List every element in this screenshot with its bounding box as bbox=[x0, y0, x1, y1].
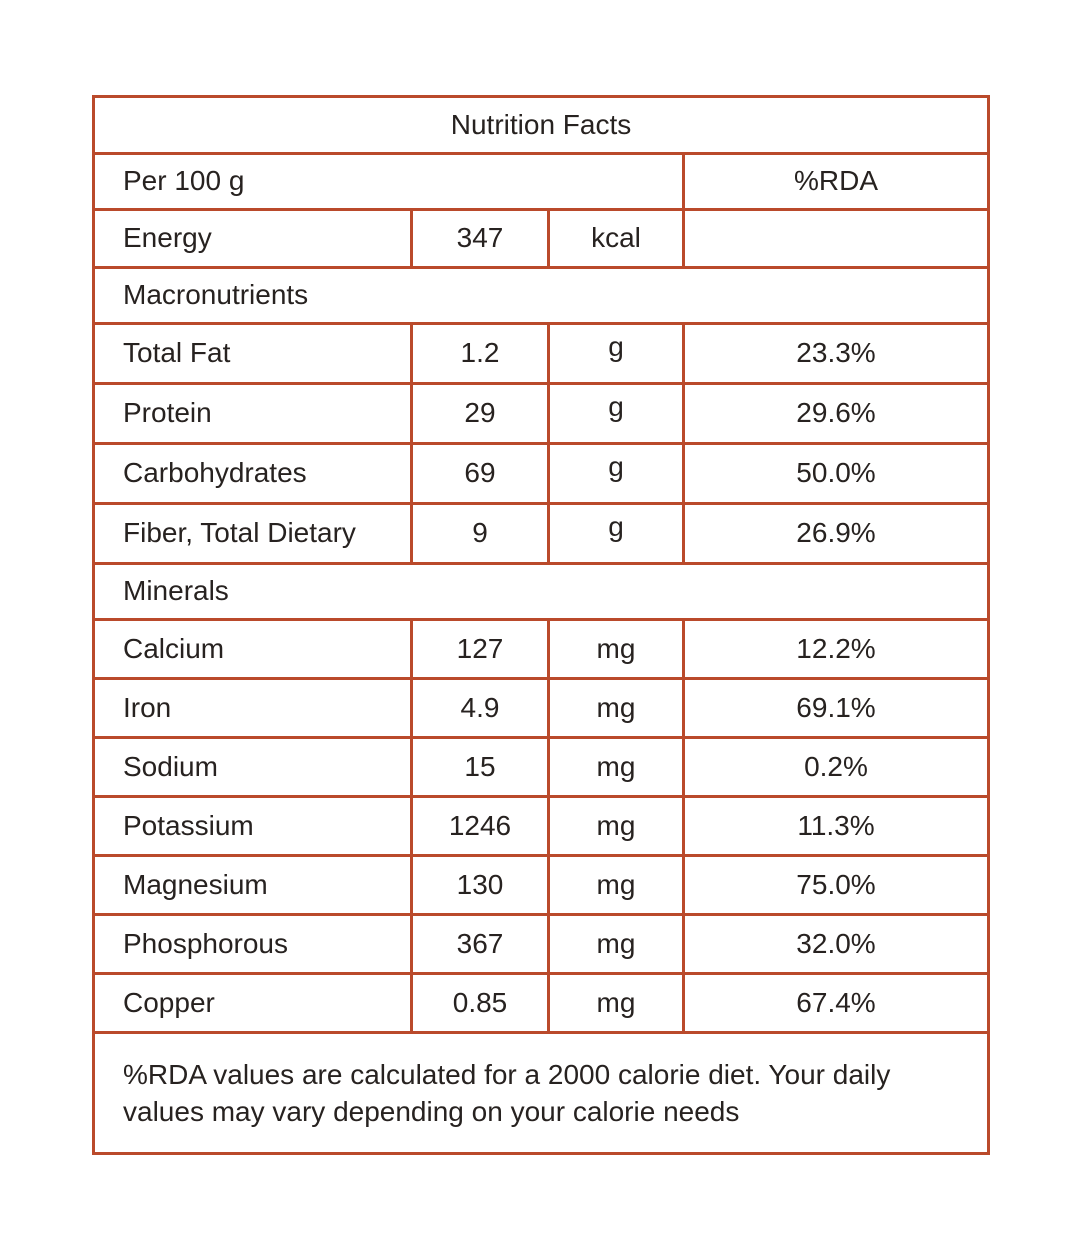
nutrient-rda: 67.4% bbox=[682, 972, 990, 1034]
nutrient-label: Total Fat bbox=[92, 322, 413, 385]
title-row: Nutrition Facts bbox=[92, 95, 990, 155]
footnote-cell: %RDA values are calculated for a 2000 ca… bbox=[92, 1031, 990, 1155]
section-row-minerals: Minerals bbox=[92, 562, 990, 621]
nutrient-value: 69 bbox=[410, 442, 550, 505]
nutrient-row-magnesium: Magnesium 130 mg 75.0% bbox=[92, 854, 990, 916]
nutrient-value: 9 bbox=[410, 502, 550, 565]
nutrient-rda: 11.3% bbox=[682, 795, 990, 857]
nutrient-row-iron: Iron 4.9 mg 69.1% bbox=[92, 677, 990, 739]
nutrient-value: 130 bbox=[410, 854, 550, 916]
nutrient-label: Energy bbox=[92, 208, 413, 269]
nutrient-value: 127 bbox=[410, 618, 550, 680]
nutrient-row-phosphorous: Phosphorous 367 mg 32.0% bbox=[92, 913, 990, 975]
nutrient-rda: 0.2% bbox=[682, 736, 990, 798]
nutrient-unit: g bbox=[547, 442, 685, 505]
nutrient-label: Fiber, Total Dietary bbox=[92, 502, 413, 565]
footnote-text: %RDA values are calculated for a 2000 ca… bbox=[123, 1059, 891, 1127]
nutrient-label: Protein bbox=[92, 382, 413, 445]
nutrient-value: 0.85 bbox=[410, 972, 550, 1034]
nutrient-value: 29 bbox=[410, 382, 550, 445]
serving-size-header: Per 100 g bbox=[92, 152, 685, 211]
nutrition-facts-table: Nutrition Facts Per 100 g %RDA Energy 34… bbox=[92, 95, 990, 1155]
energy-row: Energy 347 kcal bbox=[92, 208, 990, 269]
nutrient-row-potassium: Potassium 1246 mg 11.3% bbox=[92, 795, 990, 857]
nutrient-unit: mg bbox=[547, 972, 685, 1034]
nutrient-label: Phosphorous bbox=[92, 913, 413, 975]
nutrient-label: Calcium bbox=[92, 618, 413, 680]
nutrient-label: Sodium bbox=[92, 736, 413, 798]
nutrient-label: Iron bbox=[92, 677, 413, 739]
nutrient-label: Copper bbox=[92, 972, 413, 1034]
nutrient-unit: g bbox=[547, 382, 685, 445]
nutrient-unit: mg bbox=[547, 618, 685, 680]
column-header-row: Per 100 g %RDA bbox=[92, 152, 990, 211]
nutrient-rda bbox=[682, 208, 990, 269]
nutrient-value: 1246 bbox=[410, 795, 550, 857]
nutrient-rda: 23.3% bbox=[682, 322, 990, 385]
nutrient-label: Magnesium bbox=[92, 854, 413, 916]
nutrient-label: Potassium bbox=[92, 795, 413, 857]
nutrient-unit: mg bbox=[547, 795, 685, 857]
nutrient-value: 15 bbox=[410, 736, 550, 798]
nutrient-row-fiber: Fiber, Total Dietary 9 g 26.9% bbox=[92, 502, 990, 565]
section-header-minerals: Minerals bbox=[92, 562, 990, 621]
section-row-macronutrients: Macronutrients bbox=[92, 266, 990, 325]
nutrient-rda: 29.6% bbox=[682, 382, 990, 445]
footnote-row: %RDA values are calculated for a 2000 ca… bbox=[92, 1031, 990, 1155]
nutrient-row-carbohydrates: Carbohydrates 69 g 50.0% bbox=[92, 442, 990, 505]
nutrient-value: 367 bbox=[410, 913, 550, 975]
nutrient-row-total-fat: Total Fat 1.2 g 23.3% bbox=[92, 322, 990, 385]
nutrient-rda: 69.1% bbox=[682, 677, 990, 739]
nutrient-row-protein: Protein 29 g 29.6% bbox=[92, 382, 990, 445]
nutrient-unit: g bbox=[547, 322, 685, 385]
nutrient-rda: 75.0% bbox=[682, 854, 990, 916]
nutrient-rda: 50.0% bbox=[682, 442, 990, 505]
nutrient-unit: kcal bbox=[547, 208, 685, 269]
nutrient-rda: 12.2% bbox=[682, 618, 990, 680]
nutrient-value: 347 bbox=[410, 208, 550, 269]
nutrient-label: Carbohydrates bbox=[92, 442, 413, 505]
nutrient-value: 4.9 bbox=[410, 677, 550, 739]
nutrient-unit: mg bbox=[547, 913, 685, 975]
nutrient-rda: 32.0% bbox=[682, 913, 990, 975]
nutrient-unit: mg bbox=[547, 677, 685, 739]
rda-column-header: %RDA bbox=[682, 152, 990, 211]
nutrient-unit: g bbox=[547, 502, 685, 565]
section-header-macronutrients: Macronutrients bbox=[92, 266, 990, 325]
nutrient-unit: mg bbox=[547, 854, 685, 916]
page-title: Nutrition Facts bbox=[92, 95, 990, 155]
nutrient-rda: 26.9% bbox=[682, 502, 990, 565]
nutrient-row-sodium: Sodium 15 mg 0.2% bbox=[92, 736, 990, 798]
nutrient-row-copper: Copper 0.85 mg 67.4% bbox=[92, 972, 990, 1034]
nutrient-row-calcium: Calcium 127 mg 12.2% bbox=[92, 618, 990, 680]
nutrient-value: 1.2 bbox=[410, 322, 550, 385]
nutrient-unit: mg bbox=[547, 736, 685, 798]
